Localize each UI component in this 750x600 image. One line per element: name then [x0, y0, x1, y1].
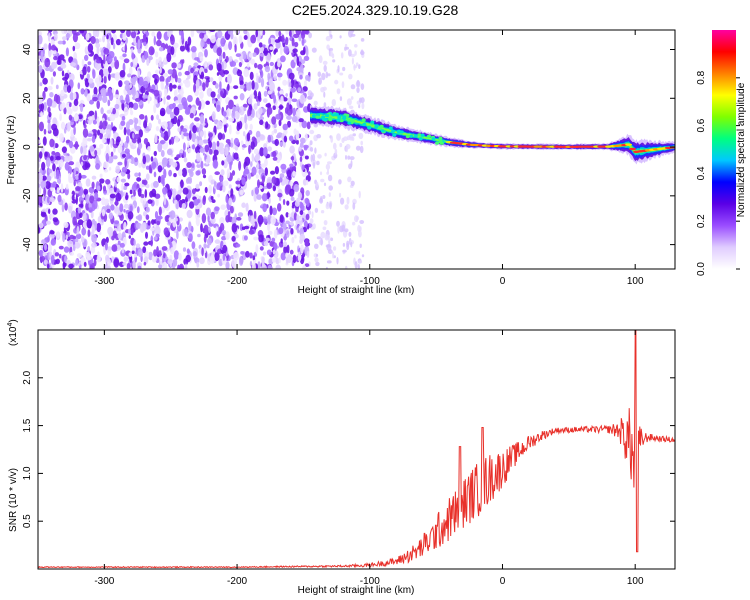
figure-title: C2E5.2024.329.10.19.G28	[291, 2, 459, 18]
snr-ylabel: SNR (10 * v/v)	[8, 468, 19, 532]
snr-ytick-label: 0.5	[22, 514, 33, 528]
colorbar-tick-label: 0.4	[696, 166, 707, 180]
spectrogram-xtick-label: -200	[227, 276, 247, 287]
spectrogram-xtick-label: 0	[500, 276, 506, 287]
spectrogram-noise	[38, 30, 365, 269]
spectrogram-ylabel: Frequency (Hz)	[6, 116, 17, 185]
snr-multiplier-exponent: 4	[7, 323, 14, 327]
snr-ytick-label: 2.0	[22, 370, 33, 384]
colorbar-tick-label: 0.2	[696, 214, 707, 228]
colorbar-label: Normalized spectral amplitude	[736, 82, 747, 217]
spectrogram-signal-track	[310, 104, 675, 165]
spectrogram-ytick-label: 40	[22, 44, 33, 56]
spectrogram-ytick-label: -20	[22, 188, 33, 203]
spectrogram-frame	[37, 29, 676, 270]
spectrogram-xtick-label: 100	[627, 276, 644, 287]
snr-xlabel: Height of straight line (km)	[298, 585, 415, 596]
colorbar	[712, 30, 736, 269]
snr-xtick-label: 0	[500, 576, 506, 587]
snr-multiplier: (x104)	[7, 319, 19, 346]
spectrogram-ytick-label: -40	[22, 237, 33, 252]
snr-frame	[37, 329, 676, 570]
snr-plot-area	[38, 330, 675, 569]
snr-xtick-label: -100	[360, 576, 380, 587]
spectrogram-ytick-label: 20	[22, 92, 33, 104]
spectrogram-xlabel: Height of straight line (km)	[298, 285, 415, 296]
snr-xtick-label: -200	[227, 576, 247, 587]
snr-xtick-label: 100	[627, 576, 644, 587]
spectrogram-ytick-label: 0	[22, 144, 33, 150]
snr-panel: -300 -200 -100 0 100 0.5 1.0 1.5 2.0 Height of …	[7, 319, 676, 596]
snr-xtick-label: -300	[94, 576, 114, 587]
spectrogram-xtick-label: -100	[360, 276, 380, 287]
colorbar-tick-label: 0.8	[696, 70, 707, 84]
snr-ytick-label: 1.5	[22, 418, 33, 432]
snr-ytick-label: 1.0	[22, 466, 33, 480]
colorbar-tick-label: 0.0	[696, 262, 707, 276]
snr-multiplier-close: )	[8, 319, 19, 322]
colorbar-tick-label: 0.6	[696, 118, 707, 132]
snr-multiplier-base: (x10	[8, 326, 19, 346]
snr-series-line	[38, 330, 675, 569]
spectrogram-xtick-label: -300	[94, 276, 114, 287]
